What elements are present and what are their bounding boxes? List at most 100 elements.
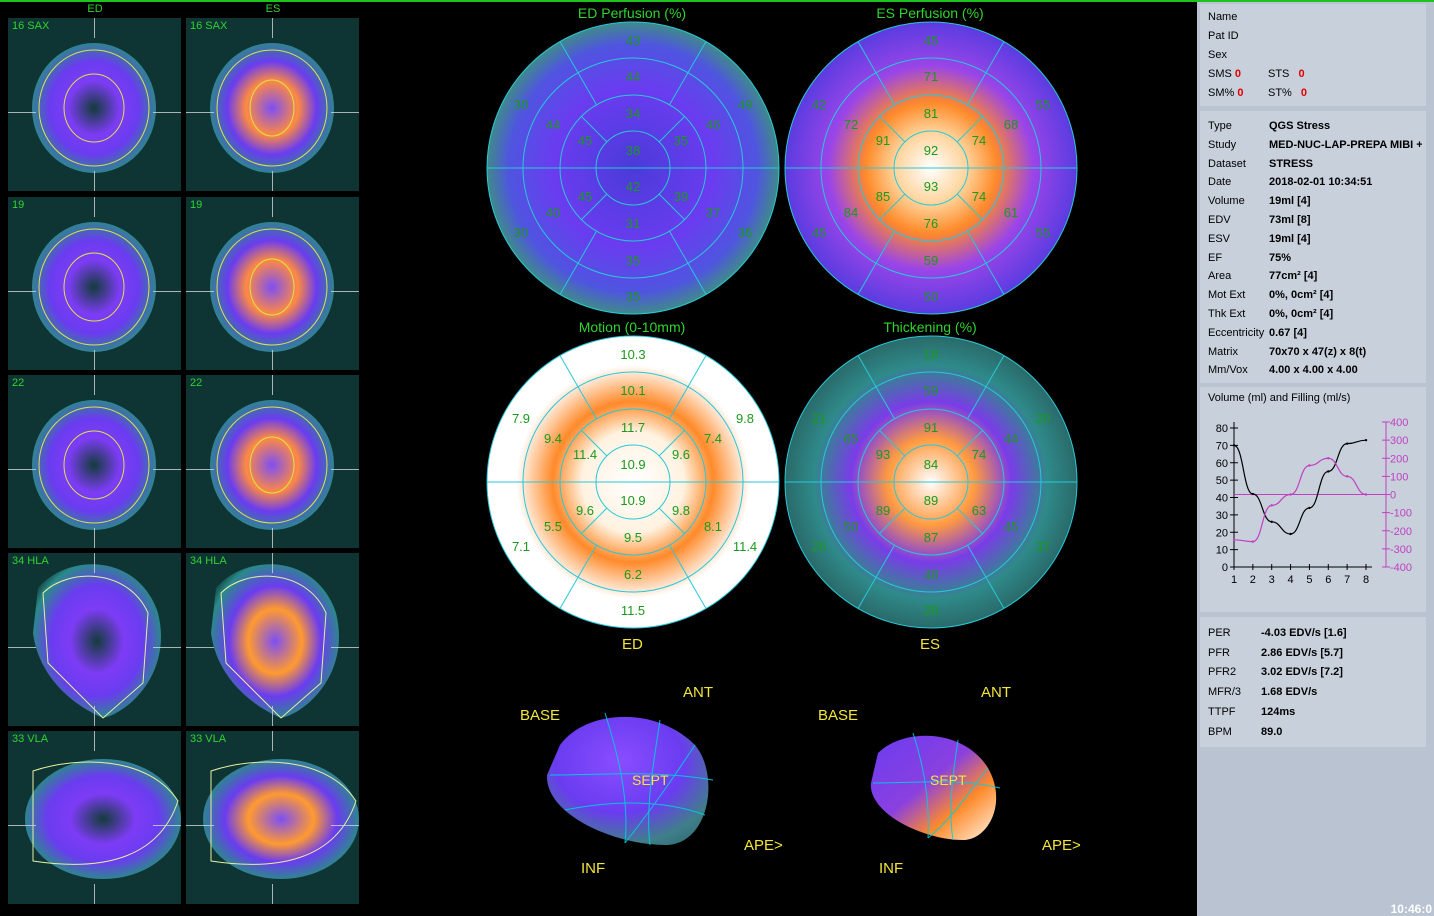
ed-column-label: ED bbox=[87, 3, 103, 15]
ed-slice-5[interactable]: 33 VLA bbox=[8, 731, 181, 904]
ed-slice-1[interactable]: 16 SAX bbox=[8, 18, 181, 191]
polar-segment-value: 84 bbox=[844, 205, 858, 220]
polar-segment-value: 46 bbox=[706, 117, 720, 132]
crosshair-line bbox=[331, 112, 359, 113]
es-perfusion-polar-map[interactable]: 45 71 42 55 72 68 81 91 74 92 93 85 74 84 61 45 76 55 59 50 bbox=[783, 20, 1079, 316]
crosshair-line bbox=[94, 553, 95, 573]
slice-label: 33 VLA bbox=[190, 733, 227, 745]
polar-segment-value: 9.6 bbox=[576, 503, 594, 518]
slice-label: 19 bbox=[190, 199, 203, 211]
polar-segment-value: 48 bbox=[924, 567, 938, 582]
ed-slice-4[interactable]: 34 HLA bbox=[8, 553, 181, 726]
motion-polar-map[interactable]: 10.3 10.1 7.9 9.8 9.4 7.4 11.7 11.4 9.6 10.9 10.9 9… bbox=[485, 334, 781, 630]
surface2-inf-label: INF bbox=[879, 860, 904, 877]
filling-value: -4.03 EDV/s [1.6] bbox=[1261, 627, 1347, 639]
study-value: 0.67 [4] bbox=[1269, 326, 1307, 339]
es-slice-2[interactable]: 19 bbox=[186, 197, 359, 370]
polar-segment-value: 34 bbox=[626, 106, 640, 121]
study-label: Type bbox=[1208, 120, 1232, 132]
study-label: Dataset bbox=[1208, 157, 1246, 170]
surface2-sept-label: SEPT bbox=[930, 772, 967, 788]
polar-segment-value: 50 bbox=[844, 519, 858, 534]
study-value: 75% bbox=[1269, 251, 1292, 264]
polar-segment-value: 74 bbox=[972, 447, 986, 462]
filling-label: MFR/3 bbox=[1208, 686, 1241, 699]
series-point bbox=[1251, 492, 1255, 496]
polar-segment-value: 9.5 bbox=[624, 530, 642, 545]
polar-segment-value: 59 bbox=[924, 383, 938, 398]
crosshair-line bbox=[153, 647, 181, 648]
study-value: 19ml [4] bbox=[1269, 195, 1311, 208]
polar-segment-value: 43 bbox=[626, 33, 640, 48]
es-slice-5[interactable]: 33 VLA bbox=[186, 731, 359, 904]
crosshair-line bbox=[331, 647, 359, 648]
patid-label: Pat ID bbox=[1208, 30, 1239, 42]
crosshair-line bbox=[153, 825, 181, 826]
polar-segment-value: 44 bbox=[626, 69, 640, 84]
series-point bbox=[1364, 438, 1368, 442]
es-3d-surface[interactable] bbox=[868, 728, 1003, 843]
y-left-tick-label: 80 bbox=[1216, 423, 1228, 435]
series-line-2 bbox=[1233, 457, 1367, 543]
study-value: 70x70 x 47(z) x 8(t) bbox=[1269, 345, 1367, 358]
surface1-base-label: BASE bbox=[520, 707, 561, 724]
polar-segment-value: 28 bbox=[924, 603, 938, 618]
crosshair-line bbox=[94, 706, 95, 726]
y-right-tick-label: 400 bbox=[1390, 417, 1408, 429]
polar-segment-value: 45 bbox=[812, 225, 826, 240]
surface2-ant-label: ANT bbox=[981, 684, 1011, 701]
study-value: 0%, 0cm² [4] bbox=[1269, 289, 1334, 302]
polar-segment-value: 68 bbox=[1004, 117, 1018, 132]
filling-value: 1.68 EDV/s bbox=[1261, 686, 1318, 699]
top-border bbox=[0, 0, 1434, 2]
slice-image bbox=[8, 18, 181, 191]
study-label: Matrix bbox=[1208, 345, 1238, 358]
filling-panel: PER -4.03 EDV/s [1.6] PFR 2.86 EDV/s [5.7] P… bbox=[1200, 617, 1426, 747]
x-tick-label: 6 bbox=[1325, 574, 1331, 586]
ed-slice-3[interactable]: 22 bbox=[8, 375, 181, 548]
sex-label: Sex bbox=[1208, 49, 1227, 61]
clock: 10:46:0 bbox=[1390, 902, 1432, 916]
filling-value: 2.86 EDV/s [5.7] bbox=[1261, 646, 1343, 659]
ed-perfusion-title: ED Perfusion (%) bbox=[577, 5, 687, 21]
polar-segment-value: 85 bbox=[876, 189, 890, 204]
polar-segment-value: 38 bbox=[626, 143, 640, 158]
polar-segment-value: 92 bbox=[924, 143, 938, 158]
polar-segment-value: 74 bbox=[972, 133, 986, 148]
ed-3d-surface[interactable] bbox=[545, 705, 715, 850]
study-label: Mm/Vox bbox=[1208, 364, 1248, 377]
ed-slice-2[interactable]: 19 bbox=[8, 197, 181, 370]
study-value: QGS Stress bbox=[1269, 120, 1331, 132]
polar-segment-value: 72 bbox=[844, 117, 858, 132]
polar-segment-value: 45 bbox=[924, 33, 938, 48]
surface2-ape-label: APE> bbox=[1042, 837, 1081, 854]
es-slice-3[interactable]: 22 bbox=[186, 375, 359, 548]
crosshair-line bbox=[272, 706, 273, 726]
filling-label: BPM bbox=[1208, 725, 1232, 738]
crosshair-line bbox=[94, 350, 95, 370]
series-point bbox=[1327, 457, 1330, 460]
polar-segment-value: 93 bbox=[876, 447, 890, 462]
polar-segment-value: 55 bbox=[1036, 97, 1050, 112]
filling-value: 89.0 bbox=[1261, 725, 1283, 738]
series-point bbox=[1308, 464, 1311, 467]
filling-label: TTPF bbox=[1208, 705, 1236, 718]
polar-segment-value: 44 bbox=[546, 117, 560, 132]
thickening-polar-map[interactable]: 18 59 21 20 65 44 91 93 74 84 89 89 63 50 45 26 87 37 48 28 bbox=[783, 334, 1079, 630]
es-slice-4[interactable]: 34 HLA bbox=[186, 553, 359, 726]
polar-segment-value: 63 bbox=[972, 503, 986, 518]
polar-segment-value: 35 bbox=[626, 253, 640, 268]
ed-perfusion-polar-map[interactable]: 43 44 38 49 44 46 34 45 35 38 42 45 39 40 37 30 31 36 35 35 bbox=[485, 20, 781, 316]
polar-segment-value: 91 bbox=[924, 420, 938, 435]
crosshair-line bbox=[331, 469, 359, 470]
study-value: 19ml [4] bbox=[1269, 232, 1311, 245]
polar-segment-value: 11.4 bbox=[733, 539, 757, 554]
series-line-1 bbox=[1233, 439, 1367, 535]
crosshair-line bbox=[186, 647, 214, 648]
polar-segment-value: 55 bbox=[1036, 225, 1050, 240]
es-slice-1[interactable]: 16 SAX bbox=[186, 18, 359, 191]
filling-label: PFR2 bbox=[1208, 666, 1237, 679]
study-value: 73ml [8] bbox=[1269, 214, 1311, 226]
study-value: STRESS bbox=[1269, 157, 1314, 170]
slice-image bbox=[8, 553, 181, 726]
